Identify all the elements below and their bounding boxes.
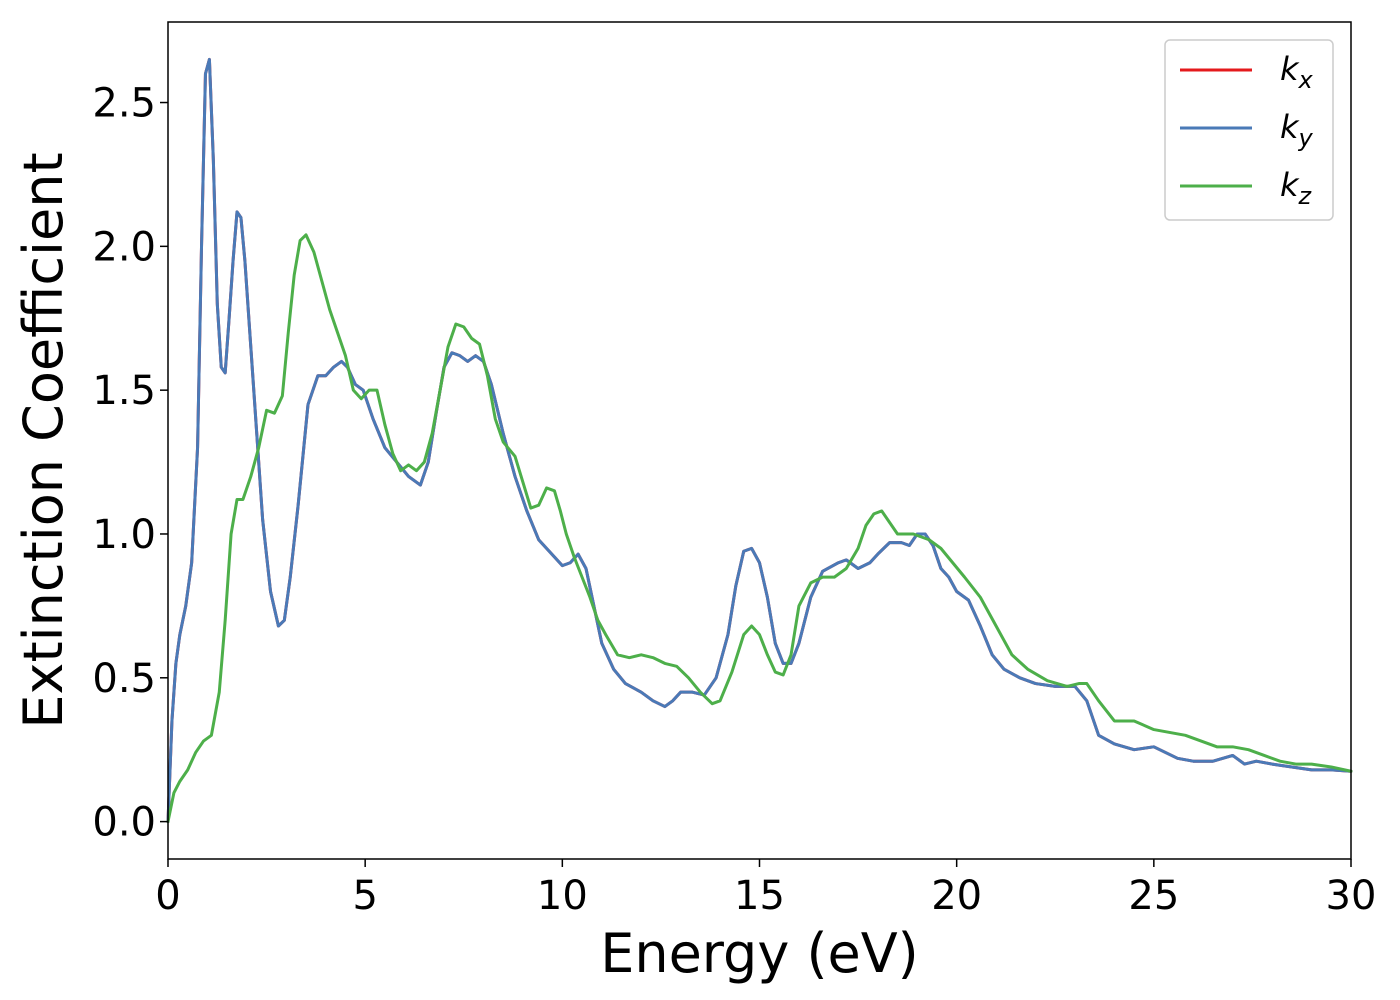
y-axis-label: Extinction Coefficient <box>12 152 75 728</box>
x-tick-label: 10 <box>537 873 588 919</box>
y-tick-label: 1.0 <box>92 512 156 558</box>
legend-box <box>1164 39 1334 221</box>
series-line-kz <box>166 233 1353 824</box>
legend-item-kz: kz <box>1180 166 1313 210</box>
x-tick-label: 30 <box>1326 873 1377 919</box>
y-tick-label: 2.5 <box>92 81 156 127</box>
legend-item-kx: kx <box>1180 50 1314 94</box>
y-tick-label: 1.5 <box>92 368 156 414</box>
y-tick-label: 0.0 <box>92 800 156 846</box>
x-axis: 0 5 10 15 20 25 30 <box>155 859 1376 919</box>
series-layer <box>166 57 1353 824</box>
x-tick-label: 15 <box>734 873 785 919</box>
x-tick-label: 20 <box>931 873 982 919</box>
legend-label: ky <box>1280 108 1314 152</box>
legend-label: kz <box>1280 166 1313 210</box>
x-tick-label: 5 <box>352 873 377 919</box>
y-tick-label: 2.0 <box>92 224 156 270</box>
x-tick-label: 0 <box>155 873 180 919</box>
x-tick-label: 25 <box>1128 873 1179 919</box>
x-axis-label: Energy (eV) <box>600 922 919 985</box>
legend-label: kx <box>1280 50 1314 94</box>
y-tick-label: 0.5 <box>92 656 156 702</box>
y-axis: 0.0 0.5 1.0 1.5 2.0 2.5 <box>92 81 168 846</box>
legend-item-ky: ky <box>1180 108 1314 152</box>
legend: kx ky kz <box>1164 39 1334 221</box>
